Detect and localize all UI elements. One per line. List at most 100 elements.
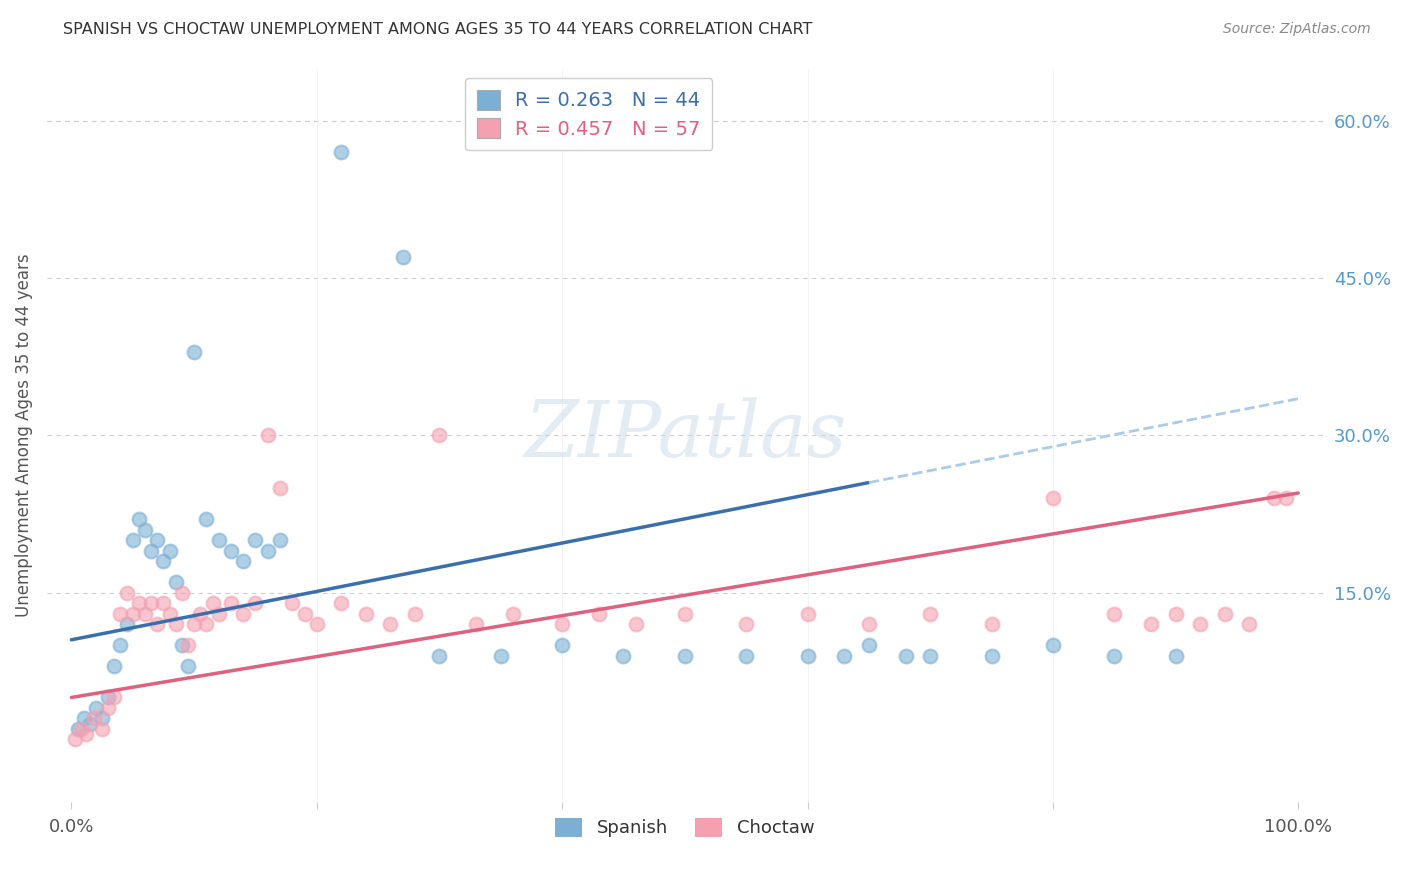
Text: ZIPatlas: ZIPatlas	[523, 397, 846, 474]
Point	[170, 585, 193, 599]
Point	[551, 638, 574, 652]
Point	[128, 596, 150, 610]
Point	[920, 648, 942, 663]
Point	[141, 543, 163, 558]
Point	[269, 481, 291, 495]
Point	[330, 596, 353, 610]
Point	[183, 617, 205, 632]
Point	[1102, 648, 1125, 663]
Point	[391, 250, 413, 264]
Point	[429, 648, 451, 663]
Text: SPANISH VS CHOCTAW UNEMPLOYMENT AMONG AGES 35 TO 44 YEARS CORRELATION CHART: SPANISH VS CHOCTAW UNEMPLOYMENT AMONG AG…	[63, 22, 813, 37]
Point	[79, 716, 101, 731]
Point	[1263, 491, 1285, 506]
Point	[673, 607, 696, 621]
Point	[1275, 491, 1298, 506]
Point	[141, 596, 163, 610]
Point	[834, 648, 856, 663]
Point	[183, 344, 205, 359]
Point	[551, 617, 574, 632]
Point	[858, 617, 880, 632]
Point	[1164, 607, 1187, 621]
Point	[152, 554, 174, 568]
Point	[735, 648, 758, 663]
Point	[170, 638, 193, 652]
Point	[624, 617, 647, 632]
Point	[245, 533, 267, 548]
Text: Source: ZipAtlas.com: Source: ZipAtlas.com	[1223, 22, 1371, 37]
Point	[1213, 607, 1236, 621]
Point	[97, 690, 120, 705]
Point	[115, 585, 138, 599]
Point	[245, 596, 267, 610]
Point	[673, 648, 696, 663]
Point	[612, 648, 634, 663]
Point	[134, 523, 156, 537]
Point	[894, 648, 917, 663]
Point	[146, 533, 169, 548]
Point	[735, 617, 758, 632]
Point	[188, 607, 211, 621]
Point	[91, 722, 114, 736]
Point	[208, 607, 231, 621]
Point	[128, 512, 150, 526]
Point	[110, 607, 132, 621]
Point	[796, 607, 818, 621]
Point	[465, 617, 488, 632]
Point	[165, 617, 187, 632]
Point	[232, 607, 254, 621]
Point	[201, 596, 224, 610]
Point	[588, 607, 610, 621]
Point	[980, 617, 1002, 632]
Point	[1164, 648, 1187, 663]
Point	[219, 543, 242, 558]
Point	[91, 711, 114, 725]
Point	[115, 617, 138, 632]
Point	[121, 533, 143, 548]
Point	[1102, 607, 1125, 621]
Point	[75, 727, 97, 741]
Point	[330, 145, 353, 160]
Point	[796, 648, 818, 663]
Point	[269, 533, 291, 548]
Point	[380, 617, 402, 632]
Point	[73, 711, 96, 725]
Legend: Spanish, Choctaw: Spanish, Choctaw	[548, 811, 821, 845]
Point	[256, 428, 278, 442]
Point	[1189, 617, 1212, 632]
Point	[1042, 638, 1064, 652]
Point	[1237, 617, 1260, 632]
Point	[281, 596, 304, 610]
Point	[195, 617, 218, 632]
Y-axis label: Unemployment Among Ages 35 to 44 years: Unemployment Among Ages 35 to 44 years	[15, 253, 32, 617]
Point	[256, 543, 278, 558]
Point	[70, 722, 93, 736]
Point	[134, 607, 156, 621]
Point	[110, 638, 132, 652]
Point	[208, 533, 231, 548]
Point	[121, 607, 143, 621]
Point	[165, 575, 187, 590]
Point	[489, 648, 512, 663]
Point	[146, 617, 169, 632]
Point	[177, 638, 200, 652]
Point	[294, 607, 316, 621]
Point	[1140, 617, 1163, 632]
Point	[1042, 491, 1064, 506]
Point	[103, 690, 125, 705]
Point	[63, 732, 86, 747]
Point	[159, 543, 181, 558]
Point	[66, 722, 89, 736]
Point	[195, 512, 218, 526]
Point	[159, 607, 181, 621]
Point	[354, 607, 377, 621]
Point	[84, 701, 107, 715]
Point	[83, 711, 105, 725]
Point	[502, 607, 524, 621]
Point	[232, 554, 254, 568]
Point	[152, 596, 174, 610]
Point	[305, 617, 328, 632]
Point	[920, 607, 942, 621]
Point	[177, 659, 200, 673]
Point	[980, 648, 1002, 663]
